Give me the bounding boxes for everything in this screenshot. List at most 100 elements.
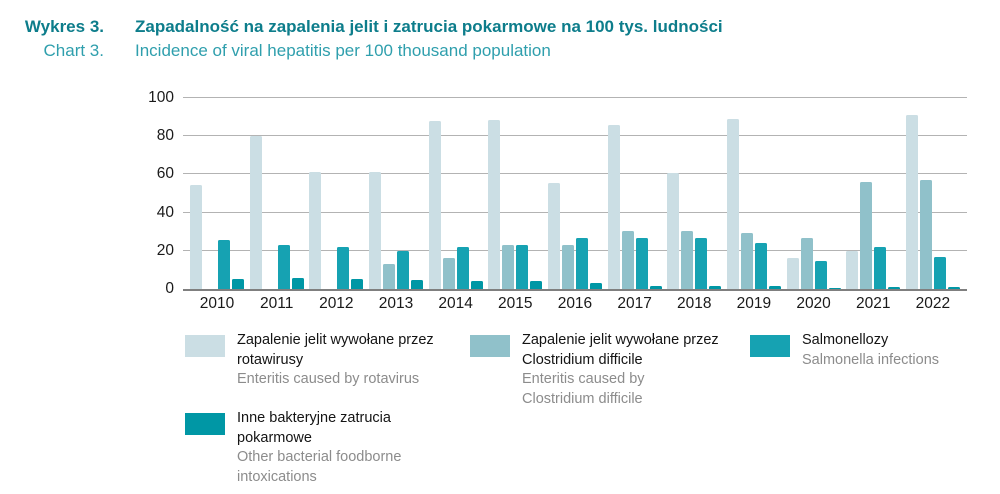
- bar-2014: [456, 246, 469, 289]
- gridline: [183, 173, 967, 175]
- x-axis-label: 2021: [855, 295, 891, 312]
- bar-2013: [396, 250, 409, 289]
- bar-2013: [410, 280, 423, 289]
- bar-2019: [740, 232, 753, 289]
- bar-2022: [919, 180, 932, 289]
- x-axis-label: 2010: [199, 295, 235, 312]
- y-axis-tick-label: 0: [165, 280, 174, 297]
- x-axis-label: 2011: [259, 295, 294, 312]
- legend-text-clostridium: Zapalenie jelit wywołane przez Clostridi…: [522, 331, 738, 409]
- bar-group-2011: 2011: [249, 98, 304, 312]
- bar-2022: [947, 287, 960, 289]
- legend-label-en: Other bacterial foodborne intoxications: [237, 449, 402, 485]
- y-axis-tick-label: 80: [156, 127, 174, 145]
- legend-label-en: Salmonella infections: [802, 351, 940, 368]
- bar-2015: [502, 245, 515, 289]
- legend-label-en: Enteritis caused by Clostridium difficil…: [522, 371, 645, 407]
- legend-item-clostridium: Zapalenie jelit wywołane przez Clostridi…: [470, 331, 738, 409]
- bar-group-2019: 2019: [726, 98, 781, 312]
- bar-2017: [635, 238, 648, 289]
- bar-2020: [814, 261, 827, 289]
- y-axis-tick-label: 40: [156, 203, 174, 221]
- bar-2022: [933, 256, 946, 289]
- legend-label-pl: Inne bakteryjne zatrucia pokarmowe: [237, 410, 391, 446]
- chart-number-pl: Wykres 3.: [24, 17, 104, 36]
- legend-label-pl: Zapalenie jelit wywołane przez rotawirus…: [237, 332, 434, 368]
- bar-2010: [190, 184, 202, 289]
- chart-number-en: Chart 3.: [43, 41, 104, 60]
- bar-group-2020: 2020: [786, 98, 841, 312]
- bar-group-2016: 2016: [547, 98, 602, 312]
- legend-swatch-salmonella: [750, 335, 790, 357]
- bar-2021: [860, 182, 873, 289]
- legend-item-salmonella: Salmonellozy Salmonella infections: [750, 331, 939, 370]
- x-axis-label: 2020: [796, 295, 831, 312]
- x-axis-label: 2018: [677, 295, 712, 312]
- bar-2014: [470, 281, 483, 289]
- bar-2013: [382, 264, 395, 289]
- bar-2016: [547, 183, 560, 289]
- bar-2021: [874, 246, 887, 289]
- bar-2018: [695, 238, 708, 289]
- legend-label-en: Enteritis caused by rotavirus: [237, 371, 420, 387]
- bar-group-2015: 2015: [488, 98, 543, 312]
- bar-2016: [589, 283, 602, 289]
- x-axis-label: 2015: [498, 295, 533, 312]
- chart-title-pl: Zapadalność na zapalenia jelit i zatruci…: [135, 17, 723, 36]
- bar-2011: [249, 136, 262, 289]
- bars-container: 2010 2011 2012 2013 2014 2015 2016 2017 2018 2019…: [183, 98, 967, 312]
- bar-2017: [607, 124, 620, 289]
- gridline: [183, 97, 967, 98]
- bar-2016: [575, 238, 588, 289]
- gridline: [183, 211, 967, 213]
- bar-2012: [337, 246, 350, 289]
- legend-swatch-other-bacterial: [185, 413, 225, 435]
- bar-group-2010: 2010: [190, 98, 244, 312]
- bar-group-2014: 2014: [428, 98, 483, 312]
- bar-2015: [516, 245, 529, 289]
- bar-2015: [530, 281, 543, 289]
- bar-2018: [667, 173, 680, 289]
- bar-2012: [309, 171, 322, 289]
- x-axis-label: 2013: [378, 295, 414, 312]
- x-axis-label: 2019: [736, 295, 772, 312]
- legend-text-salmonella: Salmonellozy Salmonella infections: [802, 331, 939, 370]
- x-axis-label: 2017: [617, 295, 652, 312]
- x-axis-label: 2022: [915, 295, 951, 312]
- legend-swatch-rotavirus: [185, 335, 225, 357]
- bar-2010: [232, 278, 244, 289]
- y-axis-tick-label: 20: [156, 241, 174, 259]
- bar-group-2012: 2012: [309, 98, 364, 312]
- bar-2015: [488, 119, 501, 289]
- legend-item-rotavirus: Zapalenie jelit wywołane przez rotawirus…: [185, 331, 453, 390]
- bar-group-2022: 2022: [905, 98, 960, 312]
- bar-2017: [649, 286, 662, 289]
- x-axis-label: 2012: [319, 295, 354, 312]
- bar-2011: [277, 245, 290, 289]
- chart-number-block: Wykres 3. Chart 3.: [18, 15, 104, 63]
- bar-group-2021: 2021: [846, 98, 901, 312]
- y-axis-tick-label: 100: [148, 89, 174, 106]
- chart-title-en: Incidence of viral hepatitis per 100 tho…: [135, 41, 551, 60]
- bar-2011: [291, 277, 304, 289]
- x-axis-label: 2016: [557, 295, 593, 312]
- bar-2019: [726, 119, 739, 289]
- legend-swatch-clostridium: [470, 335, 510, 357]
- bar-group-2013: 2013: [368, 98, 423, 312]
- legend-item-other-bacterial: Inne bakteryjne zatrucia pokarmowe Other…: [185, 409, 423, 487]
- bar-2018: [681, 230, 694, 289]
- bar-2018: [709, 286, 722, 289]
- bar-2012: [351, 279, 364, 289]
- bar-2020: [800, 238, 813, 289]
- plot-area: 0 20 40 60 80 100 2010 2011 2012 2013 2014 2015 2016…: [148, 89, 967, 312]
- y-axis-tick-label: 60: [156, 165, 174, 183]
- chart-header: Wykres 3. Chart 3. Zapadalność na zapale…: [18, 15, 723, 63]
- legend-label-pl: Salmonellozy: [802, 332, 889, 348]
- gridline: [183, 135, 967, 137]
- bar-2014: [428, 120, 441, 289]
- gridline: [183, 249, 967, 251]
- bar-2016: [561, 245, 574, 289]
- bar-2020: [786, 258, 799, 289]
- legend-label-pl: Zapalenie jelit wywołane przez Clostridi…: [522, 332, 719, 368]
- legend-text-rotavirus: Zapalenie jelit wywołane przez rotawirus…: [237, 331, 453, 390]
